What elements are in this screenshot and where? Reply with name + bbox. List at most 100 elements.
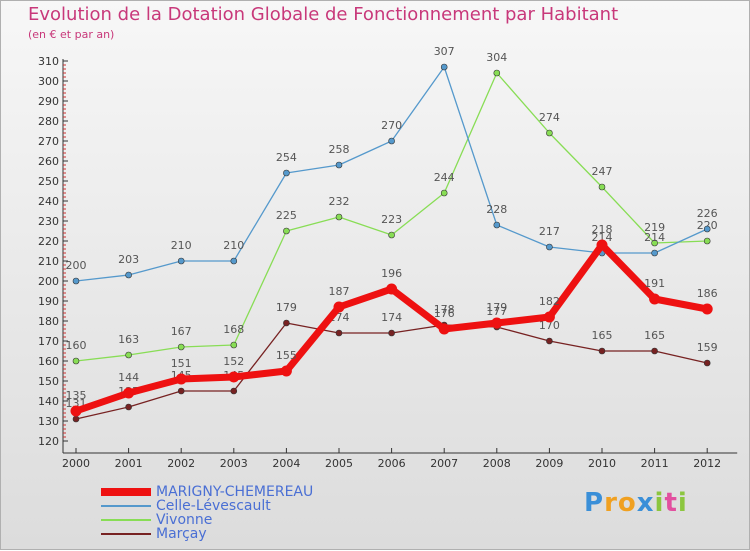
data-label: 177 <box>486 305 507 318</box>
data-label: 160 <box>66 339 87 352</box>
data-point <box>651 239 658 247</box>
data-point <box>703 225 711 233</box>
data-point <box>440 189 448 197</box>
data-point <box>649 293 661 305</box>
data-point <box>70 405 82 417</box>
data-point <box>72 277 80 285</box>
y-tick-label: 290 <box>38 95 59 108</box>
data-point <box>598 183 606 191</box>
y-tick-label: 240 <box>38 195 59 208</box>
data-point <box>177 387 185 395</box>
data-label: 210 <box>223 239 244 252</box>
data-label: 170 <box>539 319 560 332</box>
data-point <box>491 317 503 329</box>
data-label: 214 <box>592 231 613 244</box>
y-tick-label: 260 <box>38 155 59 168</box>
data-point <box>493 221 501 229</box>
data-point <box>125 351 132 359</box>
data-point <box>175 373 187 385</box>
data-point <box>230 387 238 395</box>
y-tick-label: 210 <box>38 255 59 268</box>
y-tick-label: 140 <box>38 395 59 408</box>
data-label: 182 <box>539 295 560 308</box>
y-tick-label: 300 <box>38 75 59 88</box>
data-point <box>72 357 80 365</box>
legend-item: Marçay <box>101 527 401 541</box>
data-label: 214 <box>644 231 665 244</box>
data-point <box>280 365 292 377</box>
data-point <box>335 329 343 337</box>
data-label: 179 <box>276 301 297 314</box>
data-label: 165 <box>644 329 665 342</box>
data-label: 174 <box>381 311 402 324</box>
data-point <box>177 257 185 265</box>
data-point <box>283 169 290 177</box>
data-point <box>123 387 135 399</box>
data-label: 270 <box>381 119 402 132</box>
x-tick-label: 2009 <box>535 457 563 470</box>
x-tick-label: 2003 <box>220 457 248 470</box>
legend-swatch <box>101 519 151 521</box>
data-label: 196 <box>381 267 402 280</box>
data-label: 219 <box>644 221 665 234</box>
y-tick-label: 230 <box>38 215 59 228</box>
data-point <box>177 343 185 351</box>
data-point <box>703 359 711 367</box>
data-point <box>596 239 608 251</box>
legend-label: Celle-Lévescault <box>156 498 271 514</box>
data-point <box>283 227 290 235</box>
legend-label: Vivonne <box>156 512 213 528</box>
legend-item: Celle-Lévescault <box>101 499 401 513</box>
data-label: 151 <box>171 357 192 370</box>
data-point <box>388 137 395 145</box>
data-label: 176 <box>434 307 455 320</box>
data-label: 254 <box>276 151 297 164</box>
x-tick-label: 2004 <box>272 457 300 470</box>
x-tick-label: 2010 <box>588 457 616 470</box>
y-tick-label: 220 <box>38 235 59 248</box>
x-tick-label: 2012 <box>693 457 721 470</box>
y-tick-label: 130 <box>38 415 59 428</box>
y-tick-label: 200 <box>38 275 59 288</box>
data-label: 165 <box>592 329 613 342</box>
legend-swatch <box>101 488 151 496</box>
data-point <box>333 301 345 313</box>
data-point <box>546 337 553 345</box>
data-point <box>335 213 343 221</box>
data-label: 191 <box>644 277 665 290</box>
data-label: 203 <box>118 253 139 266</box>
data-point <box>546 243 553 251</box>
y-tick-label: 190 <box>38 295 59 308</box>
data-point <box>438 323 450 335</box>
data-point <box>386 283 398 295</box>
x-tick-label: 2005 <box>325 457 353 470</box>
x-tick-label: 2000 <box>62 457 90 470</box>
data-label: 210 <box>171 239 192 252</box>
data-label: 163 <box>118 333 139 346</box>
data-point <box>388 329 395 337</box>
legend-item: MARIGNY-CHEMEREAU <box>101 485 401 499</box>
data-point <box>546 129 553 137</box>
data-point <box>283 319 290 327</box>
y-tick-label: 180 <box>38 315 59 328</box>
data-point <box>335 161 343 169</box>
legend: MARIGNY-CHEMEREAU Celle-Lévescault Vivonne… <box>101 485 401 541</box>
data-point <box>230 341 238 349</box>
data-label: 247 <box>592 165 613 178</box>
legend-item: Vivonne <box>101 513 401 527</box>
data-label: 152 <box>223 355 244 368</box>
legend-label: Marçay <box>156 526 207 542</box>
x-tick-label: 2001 <box>115 457 143 470</box>
data-point <box>598 347 606 355</box>
proxiti-logo: Proxiti <box>584 488 688 518</box>
data-label: 304 <box>486 51 507 64</box>
data-label: 274 <box>539 111 560 124</box>
data-label: 307 <box>434 45 455 58</box>
data-label: 217 <box>539 225 560 238</box>
data-label: 223 <box>381 213 402 226</box>
data-point <box>388 231 395 239</box>
data-label: 178 <box>434 303 455 316</box>
data-label: 167 <box>171 325 192 338</box>
y-tick-label: 160 <box>38 355 59 368</box>
